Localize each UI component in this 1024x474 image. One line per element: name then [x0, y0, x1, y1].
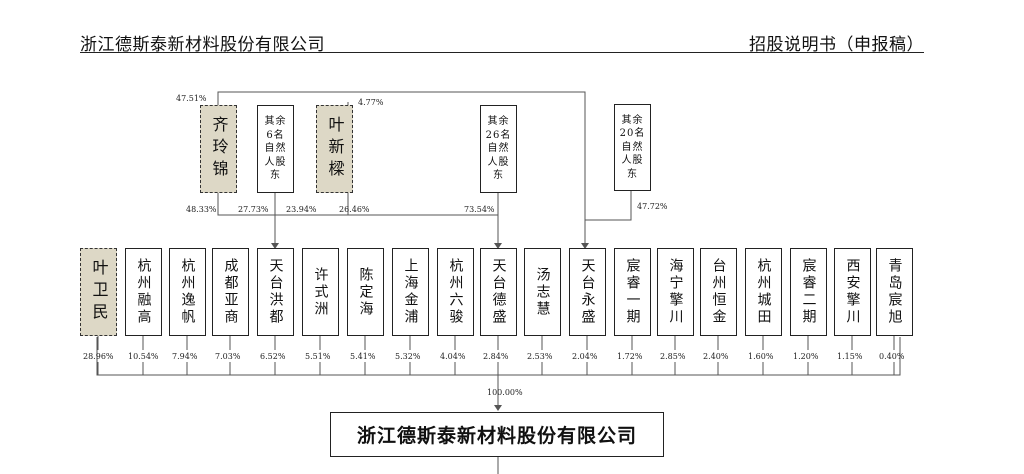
- shareholder-name: 台州恒金: [710, 258, 727, 326]
- header-rule: [80, 52, 924, 53]
- shareholder-name: 许式洲: [312, 266, 329, 318]
- pct-73-54: 73.54%: [464, 205, 495, 214]
- shareholder-name: 宸睿二期: [800, 258, 817, 326]
- shareholder-name: 成都亚商: [222, 258, 239, 326]
- shareholder-pct: 2.53%: [527, 352, 553, 361]
- shareholder-box: 青岛宸旭: [876, 248, 913, 336]
- shareholder-name: 上海金浦: [402, 258, 419, 326]
- shareholder-pct: 1.60%: [748, 352, 774, 361]
- shareholder-other-6: 其余 6名 自然 人股 东: [257, 105, 294, 193]
- header-company-name: 浙江德斯泰新材料股份有限公司: [80, 35, 325, 55]
- shareholder-box: 杭州逸帆: [169, 248, 206, 336]
- shareholder-other-26-label: 其余 26名 自然 人股 东: [485, 116, 512, 182]
- shareholder-pct: 1.15%: [837, 352, 863, 361]
- shareholder-name: 天台洪都: [267, 258, 284, 326]
- shareholder-pct: 5.32%: [395, 352, 421, 361]
- shareholder-pct: 4.04%: [440, 352, 466, 361]
- shareholder-box: 杭州六骏: [437, 248, 474, 336]
- shareholder-pct: 10.54%: [128, 352, 159, 361]
- shareholder-box: 杭州城田: [745, 248, 782, 336]
- shareholder-box: 西安擎川: [834, 248, 871, 336]
- shareholder-box: 上海金浦: [392, 248, 429, 336]
- shareholder-name: 陈定海: [357, 266, 374, 318]
- shareholder-pct: 28.96%: [83, 352, 114, 361]
- shareholder-box: 天台洪都: [257, 248, 294, 336]
- shareholder-box: 宸睿一期: [614, 248, 651, 336]
- shareholder-name: 天台永盛: [579, 258, 596, 326]
- shareholder-pct: 2.40%: [703, 352, 729, 361]
- shareholder-box: 台州恒金: [700, 248, 737, 336]
- shareholder-box: 陈定海: [347, 248, 384, 336]
- shareholder-name: 青岛宸旭: [886, 258, 903, 326]
- shareholder-name: 西安擎川: [844, 258, 861, 326]
- shareholder-box: 天台永盛: [569, 248, 606, 336]
- shareholder-other-6-label: 其余 6名 自然 人股 东: [264, 116, 287, 182]
- shareholder-box: 天台德盛: [480, 248, 517, 336]
- pct-26-46: 26.46%: [339, 205, 370, 214]
- pct-total: 100.00%: [487, 388, 523, 397]
- shareholder-name: 海宁擎川: [667, 258, 684, 326]
- shareholder-other-20-label: 其余 20名 自然 人股 东: [619, 114, 646, 180]
- shareholder-other-20: 其余 20名 自然 人股 东: [614, 104, 651, 191]
- pct-27-73: 27.73%: [238, 205, 269, 214]
- shareholder-ye-xinliang: 叶新樑: [316, 105, 353, 193]
- shareholder-ye-xinliang-label: 叶新樑: [325, 116, 345, 182]
- shareholder-name: 杭州融高: [135, 258, 152, 326]
- pct-4-77: 4.77%: [358, 98, 384, 107]
- shareholder-pct: 7.03%: [215, 352, 241, 361]
- shareholder-name: 杭州逸帆: [179, 258, 196, 326]
- shareholder-pct: 2.84%: [483, 352, 509, 361]
- shareholder-box: 成都亚商: [212, 248, 249, 336]
- shareholder-box: 叶卫民: [80, 248, 117, 336]
- shareholder-pct: 6.52%: [260, 352, 286, 361]
- shareholder-box: 许式洲: [302, 248, 339, 336]
- shareholder-box: 汤志慧: [524, 248, 561, 336]
- shareholder-pct: 5.51%: [305, 352, 331, 361]
- shareholder-qi-lingjin-label: 齐玲锦: [209, 116, 229, 182]
- pct-47-72: 47.72%: [637, 202, 668, 211]
- shareholder-pct: 1.20%: [793, 352, 819, 361]
- shareholder-qi-lingjin: 齐玲锦: [200, 105, 237, 193]
- pct-47-51: 47.51%: [176, 94, 207, 103]
- shareholder-name: 杭州城田: [755, 258, 772, 326]
- shareholder-name: 杭州六骏: [447, 258, 464, 326]
- shareholder-pct: 5.41%: [350, 352, 376, 361]
- pct-23-94: 23.94%: [286, 205, 317, 214]
- shareholder-pct: 1.72%: [617, 352, 643, 361]
- shareholder-pct: 2.85%: [660, 352, 686, 361]
- pct-48-33: 48.33%: [186, 205, 217, 214]
- company-box: 浙江德斯泰新材料股份有限公司: [330, 412, 664, 457]
- shareholder-other-26: 其余 26名 自然 人股 东: [480, 105, 517, 193]
- shareholder-pct: 0.40%: [879, 352, 905, 361]
- shareholder-name: 天台德盛: [490, 258, 507, 326]
- shareholder-box: 宸睿二期: [790, 248, 827, 336]
- shareholder-name: 汤志慧: [534, 266, 551, 318]
- header-document-type: 招股说明书（申报稿）: [749, 35, 924, 55]
- shareholder-pct: 7.94%: [172, 352, 198, 361]
- shareholder-name: 宸睿一期: [624, 258, 641, 326]
- shareholder-pct: 2.04%: [572, 352, 598, 361]
- shareholder-box: 海宁擎川: [657, 248, 694, 336]
- shareholder-box: 杭州融高: [125, 248, 162, 336]
- shareholder-name: 叶卫民: [89, 259, 109, 325]
